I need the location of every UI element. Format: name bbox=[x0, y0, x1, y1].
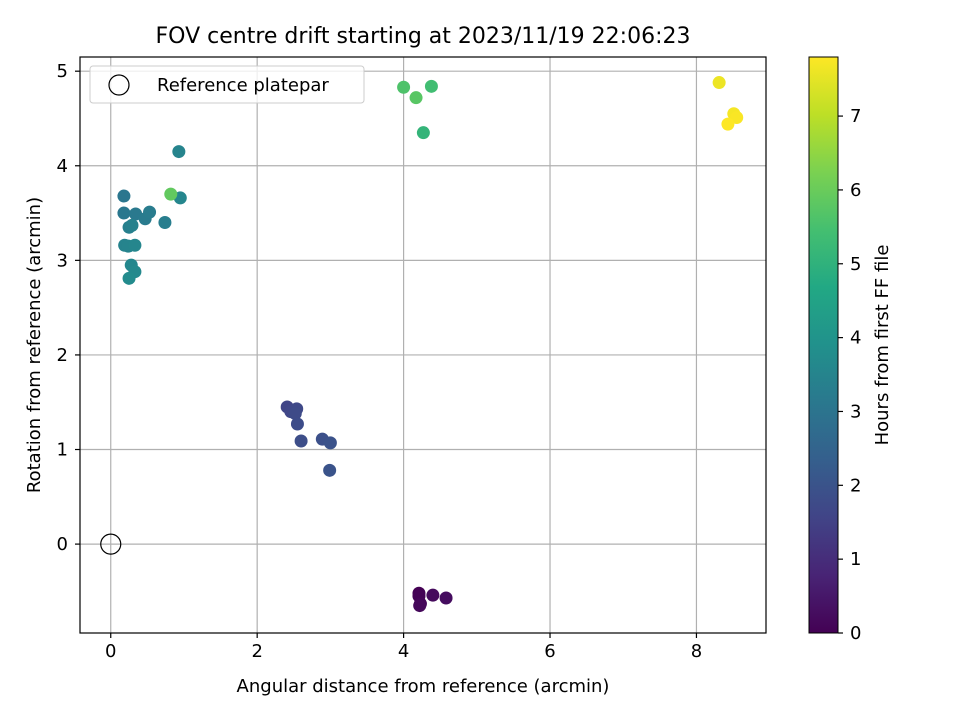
colorbar: 0 1 2 3 4 5 6 7 Hours from first FF file bbox=[808, 56, 893, 644]
legend-box bbox=[89, 65, 365, 104]
scatter-points bbox=[117, 76, 744, 613]
data-point bbox=[288, 407, 302, 421]
data-point bbox=[117, 189, 131, 203]
data-point bbox=[172, 145, 186, 159]
legend: Reference platepar bbox=[89, 65, 365, 104]
data-point bbox=[290, 417, 304, 431]
colorbar-tick-label: 3 bbox=[850, 401, 861, 422]
data-point bbox=[117, 206, 131, 220]
colorbar-tick-label: 7 bbox=[850, 106, 861, 127]
data-point bbox=[426, 588, 440, 602]
data-point bbox=[323, 436, 337, 450]
legend-label-reference: Reference platepar bbox=[157, 75, 329, 96]
x-tick-label: 8 bbox=[691, 641, 702, 662]
plot-area: 0 2 4 6 8 0 1 2 3 4 5 bbox=[57, 56, 767, 662]
plot-frame bbox=[79, 56, 767, 634]
data-point bbox=[721, 117, 735, 131]
chart-title: FOV centre drift starting at 2023/11/19 … bbox=[156, 24, 691, 49]
x-tick-label: 4 bbox=[398, 641, 409, 662]
x-axis-label: Angular distance from reference (arcmin) bbox=[237, 676, 610, 697]
colorbar-tick-label: 5 bbox=[850, 254, 861, 275]
legend-marker-reference bbox=[108, 74, 130, 96]
reference-marker-group bbox=[100, 533, 122, 555]
reference-marker bbox=[100, 533, 122, 555]
data-point bbox=[122, 271, 136, 285]
colorbar-tick-label: 6 bbox=[850, 180, 861, 201]
data-point bbox=[409, 91, 423, 105]
data-point bbox=[416, 126, 430, 140]
x-axis-ticks: 0 2 4 6 8 bbox=[105, 633, 702, 662]
data-point bbox=[397, 80, 411, 94]
colorbar-gradient bbox=[808, 56, 839, 634]
y-tick-label: 0 bbox=[57, 534, 68, 555]
grid bbox=[80, 57, 766, 633]
y-tick-label: 3 bbox=[57, 250, 68, 271]
colorbar-tick-label: 0 bbox=[850, 623, 861, 644]
y-tick-label: 1 bbox=[57, 440, 68, 461]
colorbar-tick-label: 2 bbox=[850, 475, 861, 496]
data-point bbox=[125, 218, 139, 232]
x-tick-label: 2 bbox=[251, 641, 262, 662]
colorbar-label: Hours from first FF file bbox=[872, 245, 893, 446]
y-axis-label: Rotation from reference (arcmin) bbox=[24, 197, 45, 493]
y-tick-label: 5 bbox=[57, 61, 68, 82]
colorbar-tick-label: 1 bbox=[850, 549, 861, 570]
data-point bbox=[128, 238, 142, 252]
data-point bbox=[158, 216, 172, 230]
data-point bbox=[323, 463, 337, 477]
data-point bbox=[294, 434, 308, 448]
x-tick-label: 0 bbox=[105, 641, 116, 662]
colorbar-tick-label: 4 bbox=[850, 328, 861, 349]
data-point bbox=[439, 591, 453, 605]
y-tick-label: 4 bbox=[57, 156, 68, 177]
y-axis-ticks: 0 1 2 3 4 5 bbox=[57, 61, 80, 555]
y-tick-label: 2 bbox=[57, 345, 68, 366]
colorbar-ticks: 0 1 2 3 4 5 6 7 bbox=[838, 106, 861, 644]
data-point bbox=[413, 599, 427, 613]
x-tick-label: 6 bbox=[544, 641, 555, 662]
data-point bbox=[424, 79, 438, 93]
data-point bbox=[164, 187, 178, 201]
data-point bbox=[143, 205, 157, 219]
data-point bbox=[712, 76, 726, 90]
